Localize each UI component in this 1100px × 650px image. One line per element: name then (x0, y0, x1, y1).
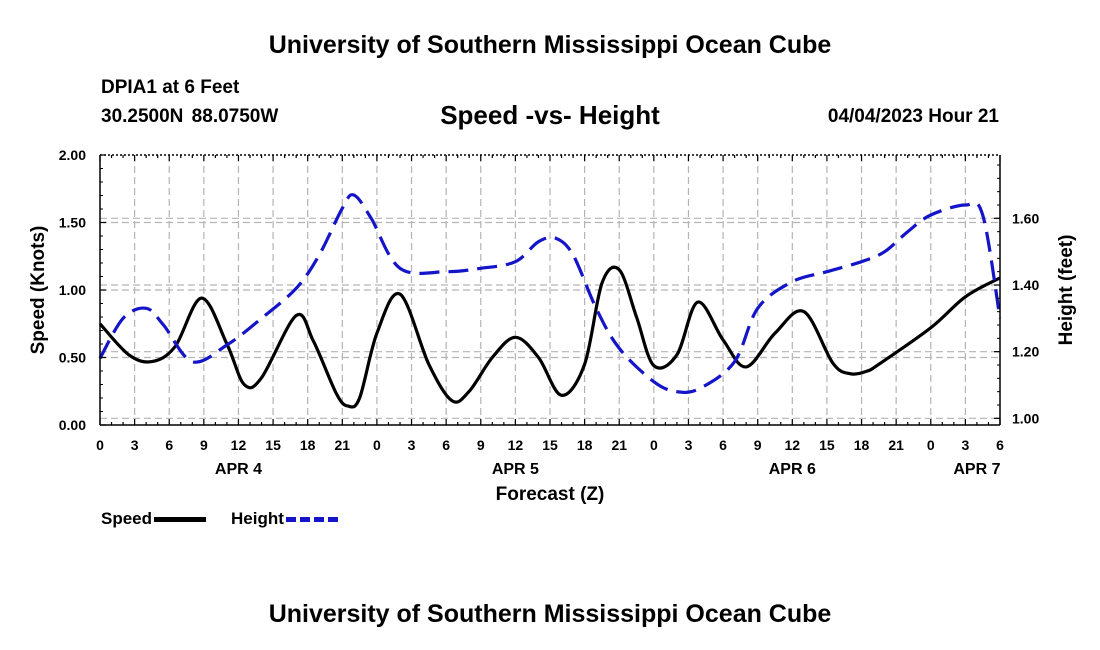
grid-layer (100, 155, 1000, 425)
x-tick-label: 3 (408, 437, 416, 453)
x-tick-label: 9 (477, 437, 485, 453)
y-right-tick-label: 1.20 (1012, 344, 1039, 360)
x-tick-label: 3 (685, 437, 693, 453)
legend-swatch-speed (154, 517, 206, 522)
y-left-tick-label: 1.00 (59, 282, 86, 298)
x-tick-label: 6 (719, 437, 727, 453)
x-tick-label: 18 (577, 437, 593, 453)
y-left-tick-label: 2.00 (59, 147, 86, 163)
x-axis-title: Forecast (Z) (496, 484, 605, 505)
x-tick-label: 9 (200, 437, 208, 453)
x-tick-label: 21 (611, 437, 627, 453)
chart: 0 3 6 9 12 15 18 21 0 3 6 9 12 15 18 21 0 3 6 9 12 15 18 21 0 3 6 A… (0, 0, 1100, 590)
y-left-tick-label: 0.50 (59, 350, 86, 366)
legend-label-speed: Speed (101, 509, 152, 529)
day-label: APR 5 (492, 461, 539, 478)
legend-item-height: Height (231, 509, 338, 529)
x-tick-label: 12 (785, 437, 801, 453)
x-tick-label: 3 (961, 437, 969, 453)
x-tick-label: 15 (265, 437, 281, 453)
x-tick-label: 0 (96, 437, 104, 453)
y-right-tick-label: 1.00 (1012, 410, 1039, 426)
x-tick-label: 3 (131, 437, 139, 453)
x-tick-label: 6 (442, 437, 450, 453)
x-tick-label: 12 (508, 437, 524, 453)
x-tick-label: 15 (819, 437, 835, 453)
x-tick-label: 9 (754, 437, 762, 453)
x-tick-label: 6 (996, 437, 1004, 453)
y-left-tick-label: 1.50 (59, 215, 86, 231)
x-tick-label: 0 (373, 437, 381, 453)
y-left-tick-label: 0.00 (59, 417, 86, 433)
x-tick-label: 18 (300, 437, 316, 453)
day-label: APR 6 (769, 461, 816, 478)
x-tick-label: 21 (335, 437, 351, 453)
day-label: APR 4 (215, 461, 262, 478)
legend-item-speed: Speed (101, 509, 206, 529)
x-tick-label: 0 (650, 437, 658, 453)
x-tick-label: 18 (854, 437, 870, 453)
y-right-tick-label: 1.40 (1012, 277, 1039, 293)
y-axis-title-right: Height (feet) (1056, 235, 1077, 346)
day-label: APR 7 (953, 461, 1000, 478)
x-tick-label: 21 (888, 437, 904, 453)
legend-label-height: Height (231, 509, 284, 529)
x-tick-label: 15 (542, 437, 558, 453)
x-tick-label: 6 (165, 437, 173, 453)
legend-swatch-height (286, 517, 338, 522)
x-tick-label: 12 (231, 437, 247, 453)
footer-title: University of Southern Mississippi Ocean… (0, 600, 1100, 629)
y-right-tick-label: 1.60 (1012, 210, 1039, 226)
x-tick-label: 0 (927, 437, 935, 453)
y-axis-title-left: Speed (Knots) (28, 226, 49, 355)
